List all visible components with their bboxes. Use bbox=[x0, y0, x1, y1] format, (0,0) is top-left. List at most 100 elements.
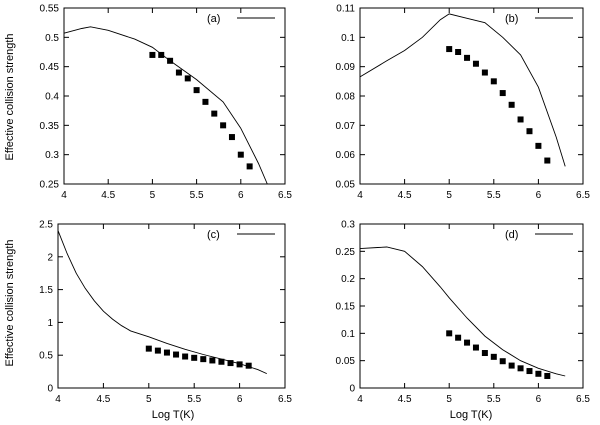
y-axis-title-top: Effective collision strength bbox=[4, 34, 16, 161]
x-axis-title-right: Log T(K) bbox=[450, 409, 493, 421]
plot-frame bbox=[57, 223, 286, 389]
data-point bbox=[455, 49, 462, 55]
y-tick-label: 2.5 bbox=[39, 220, 53, 231]
data-point bbox=[173, 351, 180, 358]
data-point bbox=[472, 344, 479, 351]
panel-label: (d) bbox=[505, 229, 518, 241]
series-line bbox=[359, 246, 566, 377]
x-tick-label: 6.5 bbox=[576, 190, 590, 201]
data-point bbox=[508, 362, 515, 369]
x-tick-label: 4 bbox=[61, 190, 67, 201]
x-tick-label: 5 bbox=[146, 394, 152, 405]
y-tick-label: 0.45 bbox=[40, 62, 60, 73]
panel-label: (a) bbox=[207, 13, 220, 25]
y-tick-label: 0.4 bbox=[45, 92, 59, 103]
y-tick-label: 0 bbox=[47, 384, 53, 395]
y-tick-label: 0.3 bbox=[45, 150, 59, 161]
data-point bbox=[517, 365, 524, 372]
x-tick-label: 4 bbox=[357, 190, 363, 201]
y-tick-label: 1 bbox=[47, 318, 53, 329]
y-tick-label: 0.07 bbox=[336, 121, 356, 132]
data-point bbox=[490, 78, 497, 85]
x-tick-label: 5 bbox=[446, 394, 452, 405]
data-point bbox=[218, 358, 225, 365]
y-tick-label: 0.08 bbox=[336, 92, 356, 103]
y-tick-label: 0.55 bbox=[40, 4, 60, 15]
y-tick-label: 0.2 bbox=[341, 274, 355, 285]
y-axis-title-bottom: Effective collision strength bbox=[4, 240, 16, 367]
data-point bbox=[517, 116, 524, 123]
data-point bbox=[535, 370, 542, 377]
data-point bbox=[544, 372, 551, 379]
data-point bbox=[544, 157, 551, 164]
x-tick-label: 6 bbox=[238, 190, 244, 201]
data-point bbox=[145, 345, 152, 352]
x-tick-label: 5.5 bbox=[190, 190, 204, 201]
panel-label: (b) bbox=[505, 13, 518, 25]
data-point bbox=[220, 122, 227, 129]
x-tick-label: 5.5 bbox=[487, 190, 501, 201]
x-tick-label: 4.5 bbox=[96, 394, 110, 405]
x-tick-label: 4.5 bbox=[398, 190, 412, 201]
y-tick-label: 0.3 bbox=[341, 220, 355, 231]
data-point bbox=[508, 101, 515, 108]
data-point bbox=[446, 46, 453, 53]
data-point bbox=[228, 134, 235, 141]
y-tick-label: 0 bbox=[349, 384, 355, 395]
x-tick-label: 6 bbox=[237, 394, 243, 405]
y-tick-label: 0.5 bbox=[39, 351, 53, 362]
data-point bbox=[182, 353, 189, 360]
x-tick-label: 5.5 bbox=[487, 394, 501, 405]
data-point bbox=[472, 60, 479, 67]
data-point bbox=[464, 54, 471, 61]
y-tick-label: 0.25 bbox=[336, 247, 356, 258]
data-point bbox=[200, 356, 207, 363]
y-tick-label: 0.35 bbox=[40, 121, 60, 132]
panels: 4 4.5 5 5.5 6 6.50.250.30.350.40.450.50.55(a)… bbox=[39, 4, 590, 406]
y-tick-label: 0.05 bbox=[336, 180, 356, 191]
plot-frame bbox=[63, 7, 286, 185]
data-point bbox=[526, 368, 533, 375]
x-tick-label: 6.5 bbox=[278, 394, 292, 405]
data-point bbox=[464, 339, 471, 346]
data-point bbox=[455, 334, 462, 341]
y-tick-label: 0.15 bbox=[336, 302, 356, 313]
series-line bbox=[57, 230, 267, 375]
y-tick-label: 0.11 bbox=[336, 4, 355, 15]
data-point bbox=[499, 358, 506, 365]
series-line bbox=[63, 26, 268, 185]
x-tick-label: 5 bbox=[446, 190, 452, 201]
panel-2: 4 4.5 5 5.5 6 6.5 0.05 0.06 0.07 0.08 0.09 0.1 0.11 (… bbox=[336, 4, 591, 202]
y-tick-label: 0.1 bbox=[341, 329, 355, 340]
y-tick-label: 2 bbox=[47, 252, 53, 263]
y-tick-label: 0.06 bbox=[336, 150, 356, 161]
data-point bbox=[446, 330, 453, 337]
x-tick-label: 4 bbox=[55, 394, 61, 405]
x-tick-label: 6 bbox=[536, 394, 542, 405]
data-point bbox=[490, 353, 497, 360]
data-point bbox=[167, 57, 174, 64]
y-tick-label: 1.5 bbox=[39, 285, 53, 296]
data-point bbox=[481, 350, 488, 357]
data-point bbox=[184, 75, 191, 82]
y-tick-label: 0.25 bbox=[40, 180, 60, 191]
x-tick-label: 4 bbox=[357, 394, 363, 405]
x-tick-label: 4.5 bbox=[398, 394, 412, 405]
data-point bbox=[211, 110, 218, 117]
y-tick-label: 0.1 bbox=[341, 33, 355, 44]
x-tick-label: 6.5 bbox=[576, 394, 590, 405]
x-axis-title-left: Log T(K) bbox=[152, 409, 195, 421]
data-point bbox=[191, 354, 198, 361]
x-tick-label: 5 bbox=[150, 190, 156, 201]
data-point bbox=[481, 69, 488, 76]
y-tick-label: 0.05 bbox=[336, 356, 356, 367]
data-point bbox=[202, 98, 209, 105]
panel-4: 4 4.5 5 5.5 6 6.5 0 0.05 0.1 0.15 0.2 0.25 0.3 (d) bbox=[336, 220, 591, 406]
y-tick-label: 0.09 bbox=[336, 62, 356, 73]
data-point bbox=[245, 362, 252, 369]
x-tick-label: 4.5 bbox=[101, 190, 115, 201]
data-point bbox=[526, 128, 533, 135]
panel-label: (c) bbox=[207, 229, 220, 241]
data-point bbox=[175, 69, 182, 76]
